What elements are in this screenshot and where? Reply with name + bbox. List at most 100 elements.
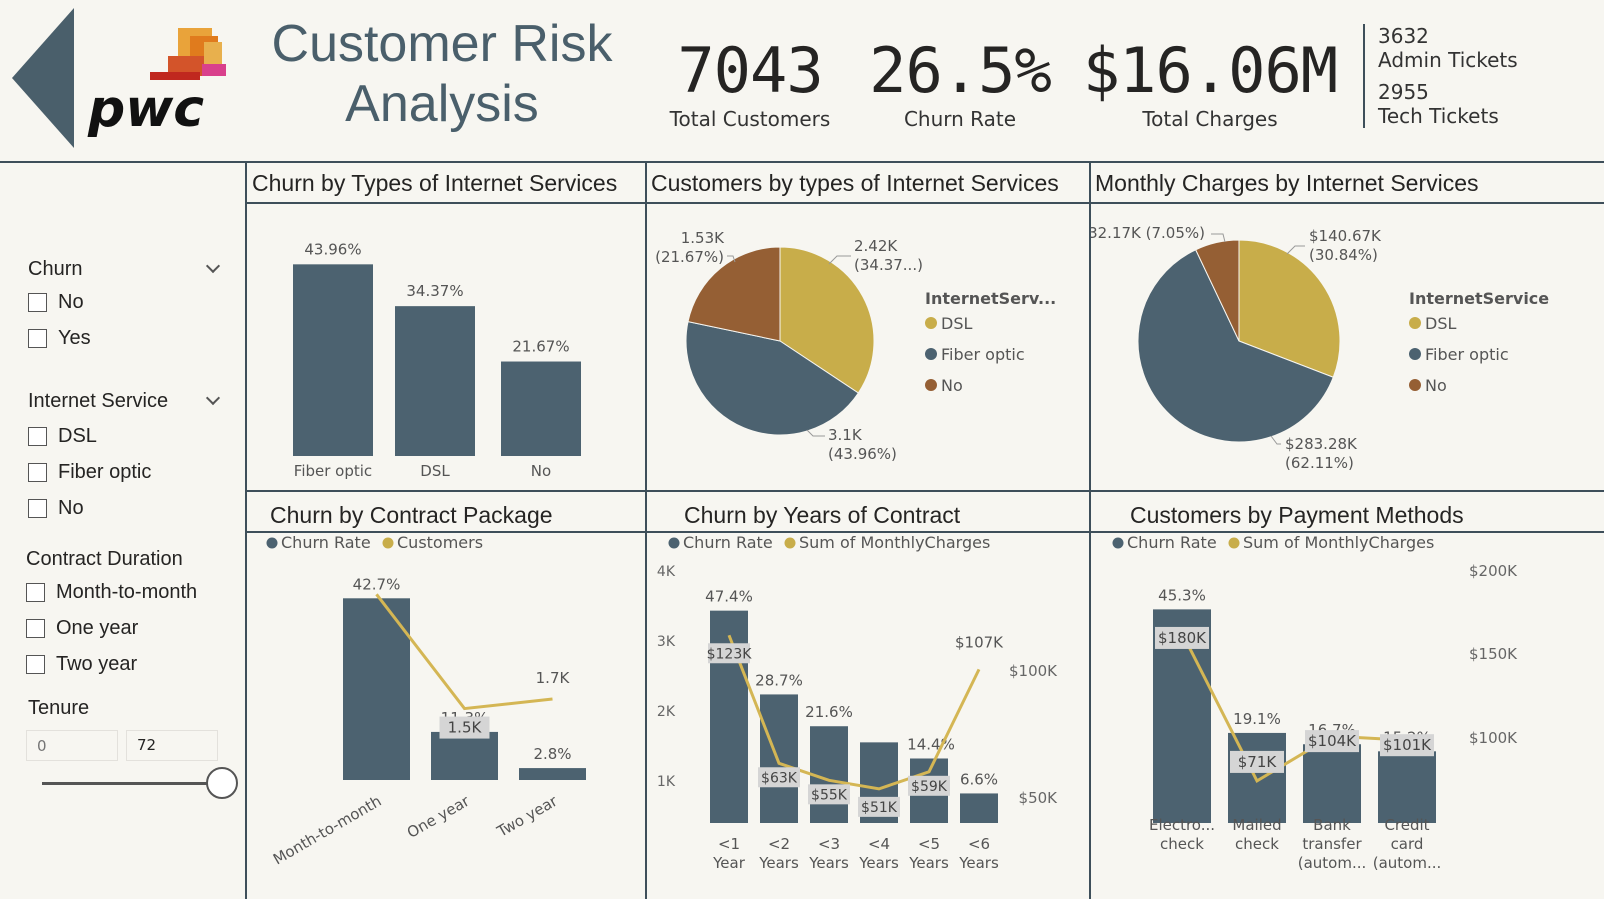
x-tick-label: Years — [908, 854, 949, 872]
line-label: $71K — [1238, 753, 1278, 771]
line-label: 1.5K — [448, 719, 483, 737]
column-divider-1 — [645, 161, 647, 899]
legend-label: Churn Rate — [1127, 533, 1217, 552]
chevron-down-icon[interactable] — [205, 390, 221, 406]
data-label: 34.37% — [406, 282, 463, 300]
checkbox[interactable] — [26, 619, 45, 638]
filter-contract-option-monthly[interactable]: Month-to-month — [26, 581, 197, 604]
y2-tick-label: $50K — [1019, 789, 1059, 807]
x-tick-label: Electro... — [1149, 816, 1215, 834]
legend-marker — [668, 537, 680, 549]
panel-title-churn-internet: Churn by Types of Internet Services — [252, 170, 618, 196]
legend-label: No — [1425, 376, 1447, 395]
x-tick-label: Month-to-month — [270, 792, 385, 869]
legend-marker — [1409, 348, 1421, 360]
data-label: 6.6% — [960, 770, 998, 788]
x-tick-label: <5 — [918, 835, 940, 853]
data-label: 28.7% — [755, 671, 803, 689]
checkbox[interactable] — [28, 427, 47, 446]
checkbox[interactable] — [28, 463, 47, 482]
tenure-max-input[interactable]: 72 — [126, 730, 218, 761]
sidebar-divider — [245, 161, 247, 899]
chart-years-contract: Churn Rate Sum of MonthlyCharges 4K 3K 2K 1K $… — [657, 533, 1059, 872]
chart-charges-by-internet: $140.67K(30.84%) $283.28K(62.11%) $32.17K … — [1091, 224, 1549, 472]
x-tick-label: card — [1391, 835, 1424, 853]
option-label: No — [58, 497, 84, 519]
legend-label: Fiber optic — [941, 345, 1025, 364]
filter-internet-option-fiber[interactable]: Fiber optic — [28, 461, 151, 484]
legend-marker — [382, 537, 394, 549]
chevron-down-icon[interactable] — [205, 258, 221, 274]
legend-marker — [1112, 537, 1124, 549]
filter-churn-option-yes[interactable]: Yes — [28, 327, 91, 350]
line-label: 1.7K — [536, 669, 571, 687]
filter-internet-title: Internet Service — [28, 390, 169, 412]
checkbox[interactable] — [26, 655, 45, 674]
legend-label: Sum of MonthlyCharges — [799, 533, 990, 552]
checkbox[interactable] — [28, 499, 47, 518]
data-label: 42.7% — [353, 575, 401, 593]
tech-tickets-value: 2955 — [1378, 80, 1429, 104]
chart-payment-methods: Churn Rate Sum of MonthlyCharges $200K $150… — [1112, 533, 1518, 872]
x-tick-label: (autom... — [1298, 854, 1367, 872]
x-tick-label: <1 — [718, 835, 740, 853]
data-label: 21.6% — [805, 703, 853, 721]
leader-line — [1211, 233, 1226, 243]
filter-internet-option-dsl[interactable]: DSL — [28, 425, 97, 448]
x-tick-label: Mailed — [1232, 816, 1281, 834]
line-label: $51K — [861, 800, 898, 816]
filter-churn-option-no[interactable]: No — [28, 291, 84, 314]
admin-tickets-value: 3632 — [1378, 24, 1429, 48]
filter-contract-option-one-year[interactable]: One year — [26, 617, 138, 640]
page-title: Customer Risk Analysis — [252, 14, 632, 134]
legend-marker — [1228, 537, 1240, 549]
chart-bar — [960, 793, 998, 823]
line-label-bg — [708, 643, 750, 664]
kpi-value: 26.5% — [869, 34, 1052, 107]
chart-bar — [710, 610, 748, 823]
y-tick-label: 4K — [657, 564, 676, 580]
kpi-label: Churn Rate — [903, 107, 1017, 131]
legend-marker — [784, 537, 796, 549]
checkbox[interactable] — [28, 329, 47, 348]
y-tick-label: 3K — [657, 634, 676, 650]
data-label: 2.8% — [533, 745, 571, 763]
pie-slice — [687, 246, 781, 342]
title-underline-bottom — [245, 531, 1604, 533]
line-label: $180K — [1158, 629, 1207, 647]
legend-label: Churn Rate — [683, 533, 773, 552]
chart-bar — [501, 361, 581, 456]
option-label: One year — [56, 617, 139, 639]
chart-bar — [760, 694, 798, 823]
chart-customers-by-internet: 2.42K(34.37...) 3.1K(43.96%) 1.53K(21.67%)… — [655, 229, 1056, 463]
slider-thumb[interactable] — [206, 767, 238, 799]
admin-tickets-label: Admin Tickets — [1378, 48, 1518, 72]
checkbox[interactable] — [26, 583, 45, 602]
line-series — [727, 634, 981, 791]
svg-text:pwc: pwc — [87, 79, 204, 138]
row-divider — [245, 490, 1604, 492]
tenure-min-input[interactable] — [26, 730, 118, 761]
tenure-slider[interactable] — [42, 767, 238, 799]
chart-bar — [293, 264, 373, 456]
checkbox[interactable] — [28, 293, 47, 312]
line-label-bg — [858, 796, 900, 817]
title-line-2: Analysis — [345, 75, 539, 133]
filter-contract-option-two-year[interactable]: Two year — [26, 653, 137, 676]
back-arrow-icon[interactable] — [8, 6, 78, 150]
line-label: $107K — [955, 633, 1004, 651]
tickets-card: 3632 Admin Tickets 2955 Tech Tickets — [1378, 24, 1518, 128]
panel-title-contract-package: Churn by Contract Package — [270, 502, 553, 528]
filter-internet-option-no[interactable]: No — [28, 497, 84, 520]
chart-churn-by-internet: 43.96% Fiber optic 34.37% DSL 21.67% No — [293, 240, 581, 480]
x-tick-label: check — [1235, 835, 1279, 853]
option-label: DSL — [58, 425, 97, 447]
data-label: $32.17K (7.05%) — [1091, 224, 1205, 242]
legend-marker — [266, 537, 278, 549]
chart-bar — [1303, 744, 1361, 823]
y2-tick-label: $200K — [1469, 562, 1518, 580]
x-tick-label: No — [531, 462, 551, 480]
option-label: No — [58, 291, 84, 313]
option-label: Yes — [58, 327, 91, 349]
x-tick-label: Years — [808, 854, 849, 872]
